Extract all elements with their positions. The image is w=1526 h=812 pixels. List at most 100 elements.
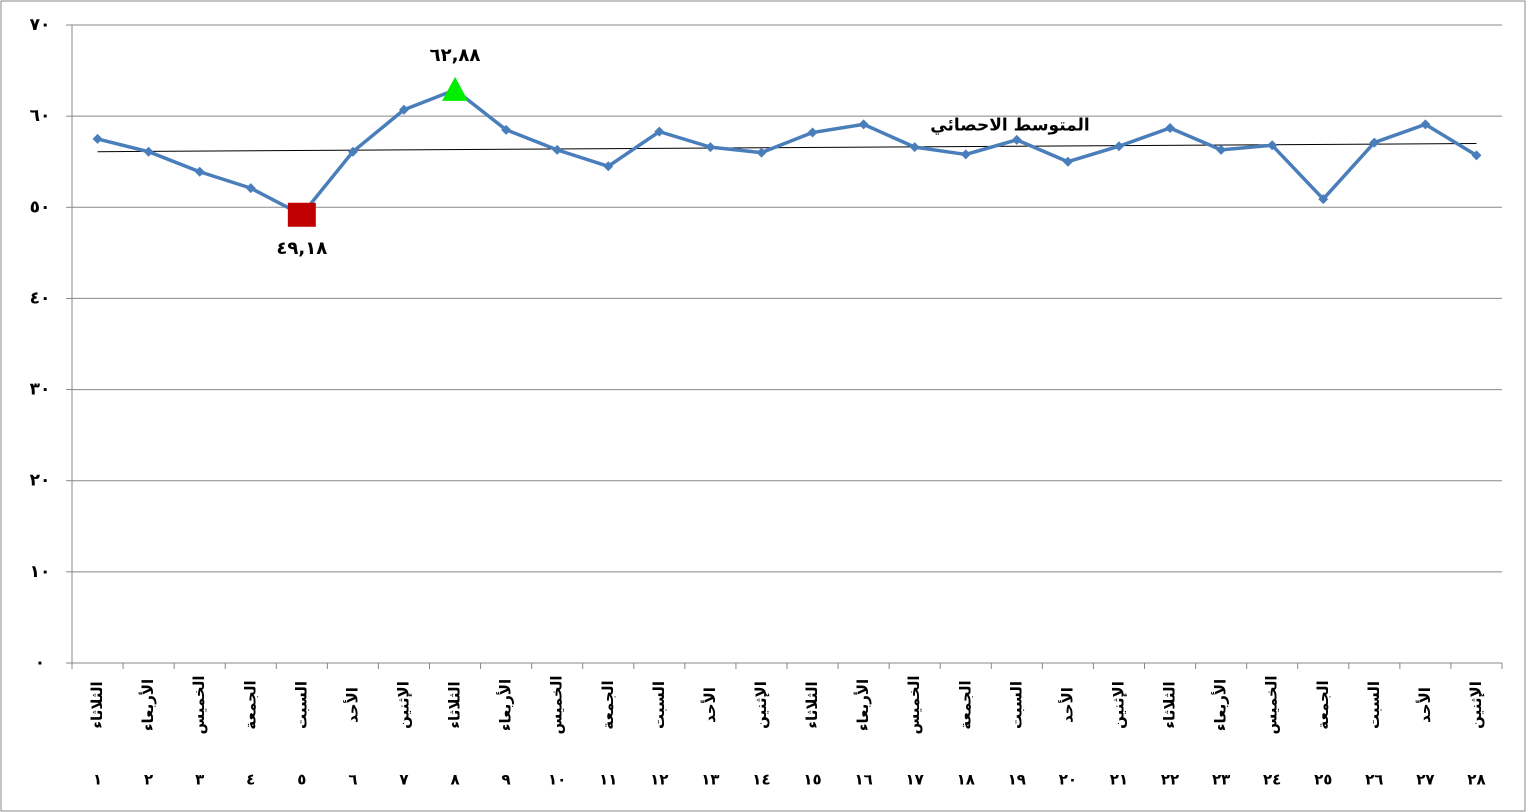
max-marker: [442, 76, 469, 101]
x-tick-number: ٨: [450, 771, 459, 789]
x-tick-number: ٢٦: [1365, 771, 1383, 789]
point-marker: [1267, 140, 1278, 151]
x-tick-number: ٢١: [1110, 771, 1128, 789]
point-marker: [1420, 119, 1431, 130]
x-tick-number: ٢٤: [1263, 771, 1281, 789]
x-tick-number: ١٠: [548, 771, 566, 789]
x-tick-number: ٣: [195, 771, 204, 789]
point-marker: [756, 147, 767, 158]
x-tick-label: الجمعة: [241, 680, 259, 729]
y-tick-label: ٥٠: [30, 197, 51, 217]
point-marker: [143, 146, 154, 157]
point-marker: [245, 183, 256, 194]
series-line: [97, 88, 1478, 217]
x-tick-label: الخميس: [905, 676, 923, 735]
x-tick-label: الجمعة: [1314, 680, 1332, 729]
x-tick-label: السبت: [650, 681, 668, 729]
x-tick-number: ٧: [399, 771, 408, 789]
x-tick-label: الثلاثاء: [446, 681, 464, 728]
point-marker: [858, 119, 869, 130]
x-tick-label: الأربعاء: [1212, 679, 1230, 731]
y-tick-label: ٤٠: [30, 288, 51, 308]
x-tick-number: ٢٥: [1314, 771, 1332, 789]
point-marker: [1318, 194, 1329, 205]
x-tick-number: ١٦: [854, 771, 872, 789]
x-tick-label: الأحد: [343, 687, 361, 723]
point-marker: [705, 142, 716, 153]
x-tick-label: الجمعة: [956, 680, 974, 729]
point-marker: [1471, 150, 1482, 161]
point-marker: [1369, 137, 1380, 148]
x-tick-number: ١٨: [957, 771, 975, 789]
x-tick-label: الإثنين: [394, 681, 412, 729]
x-tick-label: الأحد: [1416, 687, 1434, 723]
x-tick-number: ٢٣: [1212, 771, 1230, 789]
x-tick-label: الإثنين: [1467, 681, 1485, 729]
x-tick-label: السبت: [1365, 681, 1383, 729]
x-tick-label: السبت: [1007, 681, 1025, 729]
trend-line: [97, 142, 1477, 153]
point-marker: [501, 124, 512, 135]
x-tick-number: ١٢: [650, 771, 668, 789]
x-tick-number: ١٩: [1008, 771, 1026, 789]
x-tick-label: الخميس: [190, 676, 208, 735]
point-marker: [603, 161, 614, 172]
y-tick-label: ٢٠: [30, 471, 51, 491]
point-marker: [552, 144, 563, 155]
point-marker: [194, 166, 205, 177]
x-tick-number: ٢٠: [1059, 771, 1077, 789]
trend-label: المتوسط الاحصائي: [930, 116, 1090, 136]
x-tick-number: ٢٨: [1467, 771, 1485, 789]
x-tick-label: الأحد: [701, 687, 719, 723]
x-tick-label: الثلاثاء: [1161, 681, 1179, 728]
x-tick-number: ٢: [144, 771, 153, 789]
point-marker: [1062, 156, 1073, 167]
y-tick-label: ٦٠: [30, 106, 51, 126]
point-marker: [909, 142, 920, 153]
x-tick-label: الخميس: [548, 676, 566, 735]
x-tick-number: ١٥: [803, 771, 821, 789]
x-tick-label: الأحد: [1058, 687, 1076, 723]
x-tick-label: الأربعاء: [854, 679, 872, 731]
x-tick-number: ١٣: [701, 771, 719, 789]
x-tick-label: الإثنين: [752, 681, 770, 729]
value-label: ٤٩,١٨: [276, 238, 327, 259]
x-tick-label: الأربعاء: [139, 679, 157, 731]
y-tick-label: ٧٠: [30, 15, 51, 35]
point-marker: [398, 104, 409, 115]
x-tick-number: ٢٢: [1161, 771, 1179, 789]
x-tick-number: ١: [93, 771, 102, 789]
x-tick-label: الأربعاء: [497, 679, 515, 731]
x-tick-number: ٩: [502, 771, 511, 789]
point-marker: [1011, 134, 1022, 145]
value-label: ٦٢,٨٨: [430, 45, 481, 66]
x-tick-label: الجمعة: [599, 680, 617, 729]
y-tick-label: ٣٠: [30, 380, 51, 400]
point-marker: [347, 146, 358, 157]
x-tick-label: الثلاثاء: [88, 681, 106, 728]
x-tick-number: ١٤: [752, 771, 770, 789]
x-tick-label: الخميس: [1263, 676, 1281, 735]
x-tick-number: ٥: [297, 771, 306, 789]
y-tick-label: ١٠: [30, 562, 51, 582]
x-tick-number: ١٧: [906, 771, 924, 789]
x-tick-label: السبت: [292, 681, 310, 729]
point-marker: [1165, 122, 1176, 133]
point-marker: [654, 126, 665, 137]
point-marker: [1216, 144, 1227, 155]
x-tick-number: ٢٧: [1416, 771, 1434, 789]
x-tick-number: ٦: [348, 771, 357, 789]
y-tick-label: ٠: [35, 653, 45, 673]
x-tick-label: الثلاثاء: [803, 681, 821, 728]
x-tick-number: ٤: [246, 771, 255, 789]
point-marker: [1113, 141, 1124, 152]
point-marker: [960, 149, 971, 160]
x-tick-number: ١١: [599, 771, 617, 789]
min-marker: [287, 202, 316, 227]
x-tick-label: الإثنين: [1109, 681, 1127, 729]
point-marker: [92, 133, 103, 144]
point-marker: [807, 127, 818, 138]
